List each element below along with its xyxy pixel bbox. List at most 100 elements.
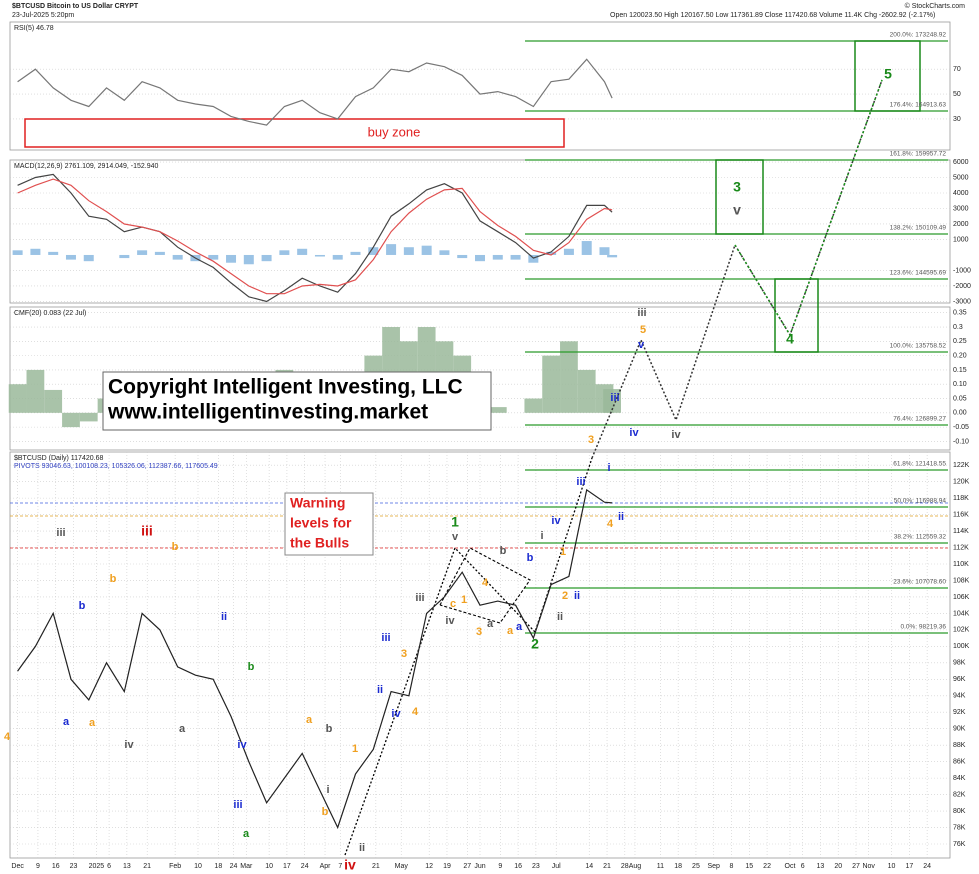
wave-label: iv	[391, 708, 401, 720]
wave-label: ii	[359, 842, 365, 854]
wave-label: b	[110, 573, 117, 585]
copyright-box	[102, 371, 492, 431]
y-tick-label: 80K	[953, 808, 966, 815]
histogram-bar	[208, 254, 219, 260]
fib-label: 100.0%: 135758.52	[890, 343, 947, 350]
wave-label: c	[450, 598, 456, 610]
y-tick-label: 114K	[953, 528, 969, 535]
wave-label: i	[326, 784, 329, 796]
series-line	[17, 58, 613, 126]
histogram-bar	[154, 251, 165, 255]
x-tick-label: 16	[52, 863, 60, 870]
wave-label: iv	[445, 615, 455, 627]
x-tick-label: 9	[36, 863, 40, 870]
series-line	[17, 173, 613, 303]
warning-line: levels for	[290, 515, 352, 531]
wave-label: i	[607, 462, 610, 474]
y-tick-label: 76K	[953, 841, 966, 848]
x-tick-label: 19	[443, 863, 451, 870]
y-tick-label: 104K	[953, 610, 970, 617]
histogram-bar	[65, 254, 76, 260]
symbol-title: $BTCUSD Bitcoin to US Dollar CRYPT	[12, 3, 139, 10]
projection-box	[854, 40, 921, 112]
x-tick-label: 17	[905, 863, 913, 870]
x-tick-label: Mar	[240, 863, 253, 870]
histogram-bar	[12, 250, 23, 255]
histogram-bar	[332, 254, 343, 260]
x-tick-label: 10	[888, 863, 896, 870]
wave-label: a	[179, 723, 186, 735]
area-bar	[542, 355, 561, 413]
y-tick-label: 0.3	[953, 324, 963, 331]
histogram-bar	[475, 254, 485, 262]
x-tick-label: 23	[532, 863, 540, 870]
x-tick-label: 7	[338, 863, 342, 870]
histogram-bar	[607, 254, 618, 258]
channel	[439, 547, 531, 624]
wave-label: 4	[607, 518, 614, 530]
series-line	[17, 488, 613, 830]
wave-label: 2	[562, 590, 568, 602]
wave-label: b	[527, 552, 534, 564]
x-tick-label: 13	[817, 863, 825, 870]
wave-label: ii	[618, 511, 624, 523]
y-tick-label: 112K	[953, 544, 969, 551]
fib-label: 38.2%: 112559.32	[894, 534, 947, 541]
projection-path-green	[734, 79, 883, 337]
histogram-bar	[297, 248, 308, 255]
y-tick-label: 0.00	[953, 410, 967, 417]
wave-label: 3	[401, 648, 407, 660]
wave-label: 2	[531, 636, 539, 652]
y-tick-label: 1000	[953, 236, 969, 243]
warning-box	[284, 492, 374, 556]
x-tick-label: Feb	[169, 863, 181, 870]
y-tick-label: 0.15	[953, 367, 967, 374]
y-tick-label: 2000	[953, 221, 969, 228]
histogram-bar	[119, 254, 130, 259]
y-tick-label: 100K	[953, 643, 970, 650]
histogram-bar	[48, 251, 59, 255]
x-tick-label: 10	[265, 863, 273, 870]
panel-legend: MACD(12,26,9) 2761.109, 2914.049, -152.9…	[14, 163, 158, 170]
x-tick-label: 11	[657, 863, 664, 870]
histogram-bar	[314, 254, 325, 257]
wave-path	[344, 457, 593, 856]
histogram-bar	[421, 245, 432, 255]
wave-label: ii	[377, 684, 383, 696]
histogram-bar	[546, 251, 557, 255]
x-tick-label: 22	[763, 863, 771, 870]
y-tick-label: 84K	[953, 775, 966, 782]
wave-label: 4	[4, 731, 11, 743]
histogram-bar	[350, 251, 361, 255]
x-tick-label: 27	[463, 863, 471, 870]
wave-label: a	[63, 716, 70, 728]
area-bar	[8, 384, 27, 413]
x-tick-label: 2025	[89, 863, 105, 870]
projection-box	[715, 159, 764, 235]
histogram-bar	[368, 247, 379, 255]
histogram-bar	[279, 250, 290, 255]
area-bar	[524, 398, 543, 413]
x-tick-label: 21	[372, 863, 380, 870]
fib-label: 138.2%: 150109.49	[890, 225, 947, 232]
y-tick-label: 110K	[953, 561, 969, 568]
y-tick-label: -1000	[953, 267, 971, 274]
fib-label: 61.8%: 121418.55	[893, 461, 946, 468]
y-tick-label: 86K	[953, 758, 966, 765]
wave-label: iv	[344, 857, 356, 873]
copyright-line: www.intelligentinvesting.market	[107, 401, 428, 424]
wave-label: iv	[629, 427, 639, 439]
fib-label: 23.6%: 107078.60	[893, 579, 946, 586]
histogram-bar	[510, 254, 521, 260]
x-tick-label: 23	[70, 863, 78, 870]
y-tick-label: 82K	[953, 791, 966, 798]
wave-label: iv	[124, 739, 134, 751]
wave-label: iv	[551, 515, 561, 527]
histogram-bar	[226, 254, 237, 263]
histogram-bar	[528, 254, 539, 263]
histogram-bar	[261, 254, 272, 262]
wave-label: iii	[56, 527, 65, 539]
x-tick-label: 6	[801, 863, 805, 870]
x-tick-label: 13	[123, 863, 131, 870]
wave-label: ii	[557, 611, 563, 623]
